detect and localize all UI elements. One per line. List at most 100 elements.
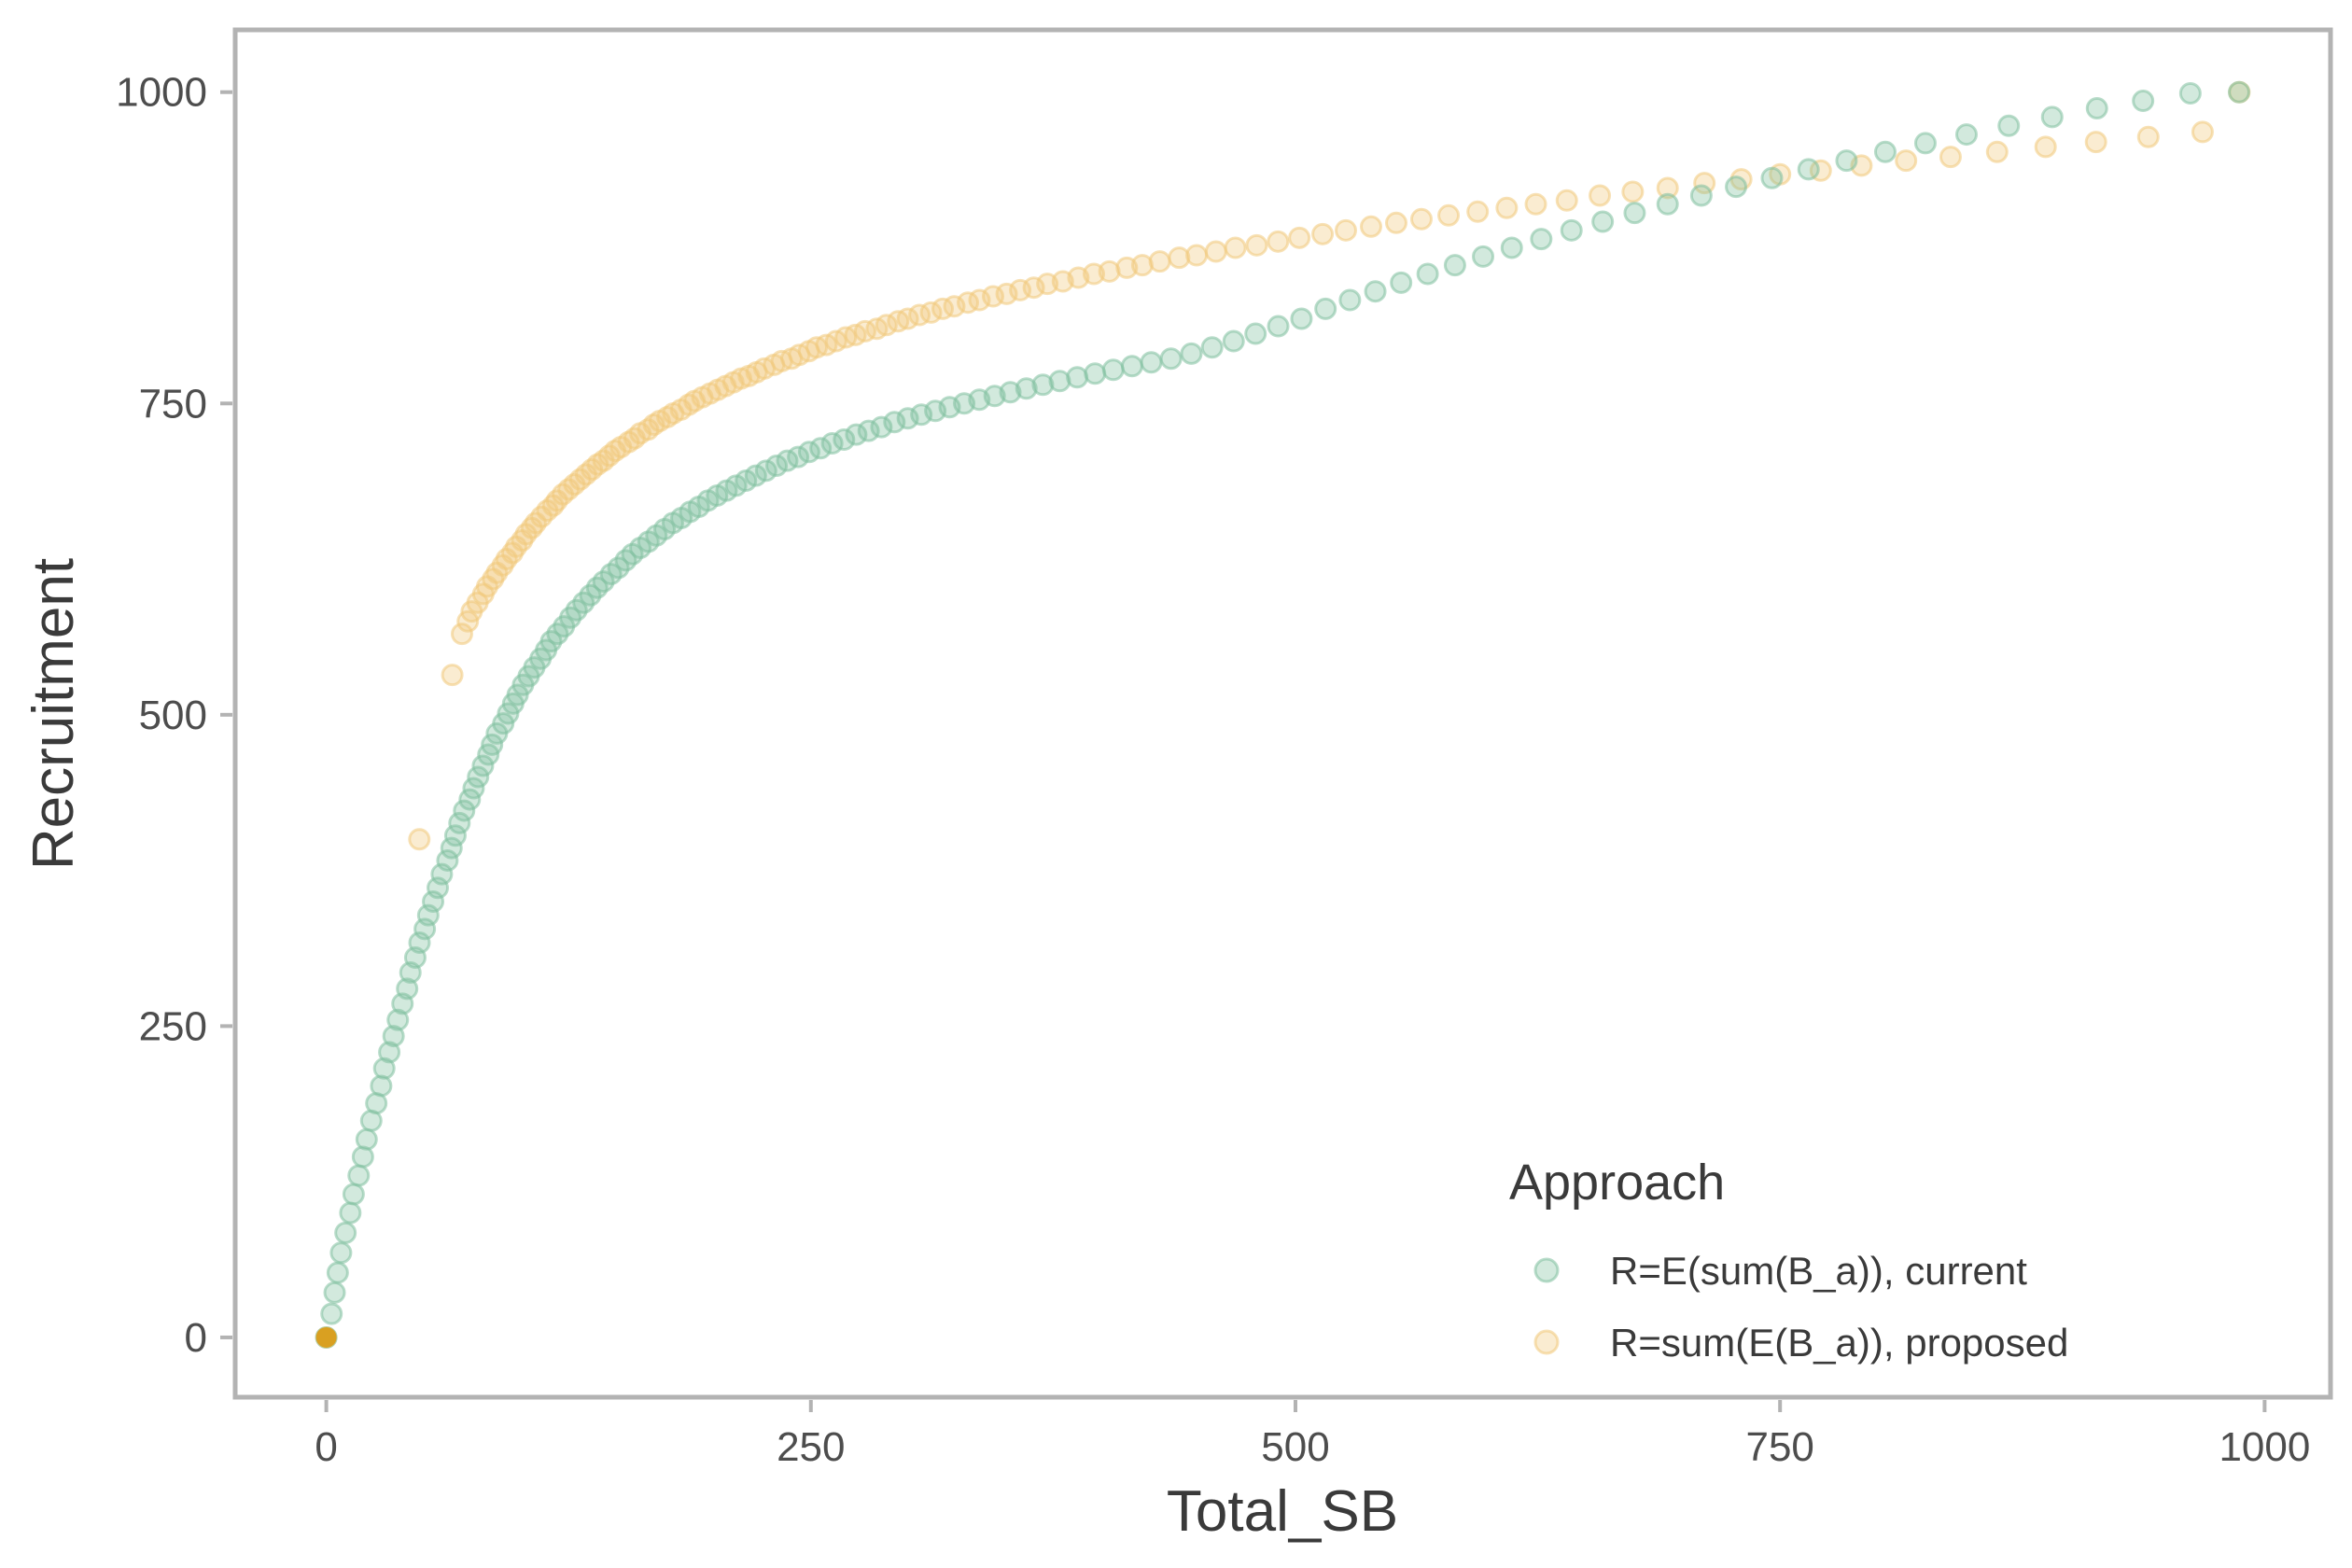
current-point bbox=[1140, 351, 1163, 374]
current-point bbox=[462, 777, 485, 800]
current-point bbox=[1443, 254, 1466, 277]
current-point bbox=[448, 811, 471, 834]
current-point bbox=[1244, 322, 1267, 345]
proposed-point bbox=[1311, 222, 1335, 245]
x-tick-label: 750 bbox=[1745, 1424, 1813, 1470]
current-point bbox=[1472, 245, 1495, 268]
proposed-point bbox=[2034, 135, 2057, 159]
x-tick-label: 1000 bbox=[2219, 1424, 2310, 1470]
legend-label-proposed: R=sum(E(B_a)), proposed bbox=[1610, 1321, 2068, 1365]
current-point bbox=[1031, 373, 1055, 397]
current-point bbox=[1500, 236, 1523, 259]
proposed-point bbox=[1204, 240, 1227, 263]
current-point bbox=[1560, 218, 1583, 242]
current-point bbox=[453, 799, 476, 822]
proposed-point bbox=[1939, 146, 1962, 169]
proposed-point bbox=[1168, 246, 1191, 270]
legend: Approach R=E(sum(B_a)), current R=sum(E(… bbox=[1509, 1155, 2068, 1365]
current-point bbox=[1591, 210, 1615, 233]
current-point bbox=[2227, 80, 2250, 104]
current-point bbox=[2178, 82, 2202, 105]
current-point bbox=[744, 464, 767, 487]
current-point bbox=[334, 1221, 357, 1244]
current-point bbox=[1954, 123, 1978, 147]
proposed-point bbox=[1359, 215, 1382, 238]
x-tick-label: 250 bbox=[777, 1424, 845, 1470]
y-axis-title: Recruitment bbox=[21, 558, 86, 870]
proposed-point bbox=[450, 623, 473, 646]
current-point bbox=[1066, 366, 1089, 389]
current-point bbox=[833, 427, 856, 451]
current-point bbox=[326, 1261, 349, 1284]
current-point bbox=[809, 437, 833, 460]
current-point bbox=[386, 1008, 410, 1031]
current-point bbox=[471, 754, 495, 777]
y-tick-label: 250 bbox=[139, 1003, 207, 1049]
proposed-point bbox=[1267, 230, 1290, 253]
proposed-point bbox=[2084, 131, 2107, 154]
current-point bbox=[845, 423, 868, 446]
series-proposed bbox=[315, 80, 2251, 1349]
current-point bbox=[999, 381, 1022, 404]
current-point bbox=[440, 836, 463, 860]
current-point bbox=[1314, 297, 1337, 320]
y-tick-label: 500 bbox=[139, 693, 207, 738]
current-point bbox=[754, 459, 777, 483]
current-point bbox=[1101, 358, 1125, 382]
current-point bbox=[436, 848, 459, 872]
axis-ticks: 0 250 500 750 1000 0 250 500 750 1000 bbox=[116, 70, 2310, 1470]
legend-key-proposed bbox=[1533, 1329, 1560, 1355]
current-point bbox=[1290, 307, 1313, 330]
current-point bbox=[1200, 336, 1224, 359]
current-point bbox=[1120, 355, 1143, 378]
current-point bbox=[1913, 132, 1937, 155]
current-point bbox=[1222, 329, 1245, 353]
x-tick-label: 500 bbox=[1261, 1424, 1329, 1470]
proposed-point bbox=[1437, 203, 1461, 227]
current-point bbox=[1180, 342, 1203, 365]
current-point bbox=[2040, 105, 2064, 129]
data-points bbox=[315, 80, 2251, 1349]
current-point bbox=[329, 1241, 353, 1265]
legend-label-current: R=E(sum(B_a)), current bbox=[1610, 1249, 2027, 1293]
current-point bbox=[1873, 140, 1897, 163]
current-point bbox=[342, 1183, 365, 1206]
current-point bbox=[1364, 280, 1387, 303]
current-point bbox=[1015, 377, 1038, 400]
current-point bbox=[355, 1127, 378, 1151]
current-point bbox=[1267, 315, 1290, 338]
current-point bbox=[765, 454, 789, 477]
current-point bbox=[382, 1025, 405, 1048]
proposed-point bbox=[408, 828, 431, 851]
current-point bbox=[1997, 114, 2021, 137]
proposed-point bbox=[1985, 140, 2009, 163]
plot-panel-border bbox=[232, 27, 2333, 1400]
proposed-point bbox=[1224, 236, 1247, 259]
current-point bbox=[1835, 149, 1858, 173]
current-point bbox=[1416, 262, 1439, 286]
series-current bbox=[315, 80, 2250, 1349]
current-point bbox=[372, 1057, 396, 1080]
current-point bbox=[1159, 347, 1183, 371]
current-point bbox=[481, 733, 504, 756]
current-point bbox=[870, 415, 893, 439]
current-point bbox=[1797, 158, 1820, 181]
y-tick-label: 750 bbox=[139, 381, 207, 427]
proposed-point bbox=[2136, 125, 2160, 148]
proposed-point bbox=[1409, 207, 1433, 231]
current-point bbox=[396, 977, 419, 1001]
current-point bbox=[787, 445, 810, 469]
legend-key-current bbox=[1533, 1257, 1560, 1283]
x-tick-label: 0 bbox=[315, 1424, 337, 1470]
current-point bbox=[1623, 202, 1646, 225]
current-point bbox=[467, 765, 490, 789]
y-tick-label: 0 bbox=[185, 1315, 207, 1361]
proposed-point bbox=[1621, 180, 1645, 203]
current-point bbox=[443, 824, 467, 847]
proposed-point bbox=[1895, 149, 1918, 173]
y-tick-label: 1000 bbox=[116, 70, 207, 116]
proposed-point bbox=[2191, 120, 2214, 144]
current-point bbox=[2132, 90, 2155, 113]
current-point bbox=[1760, 166, 1784, 189]
